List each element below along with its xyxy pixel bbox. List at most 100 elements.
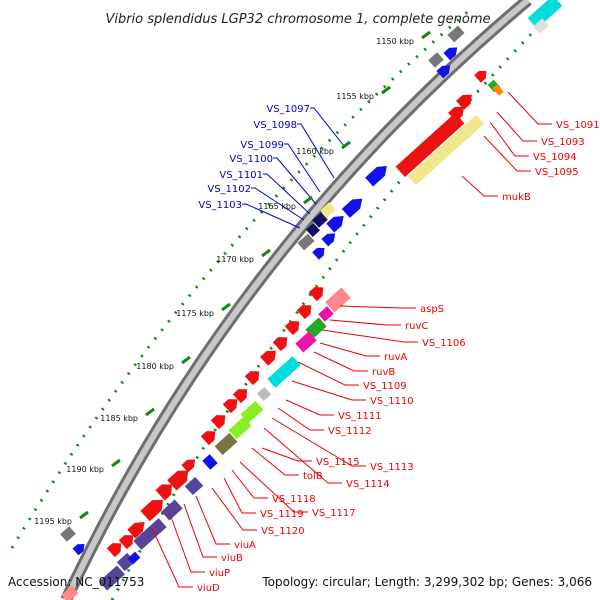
leader-line-red <box>489 121 529 157</box>
leader-line-red <box>195 495 230 545</box>
gene-arrow <box>222 399 238 414</box>
gene-arrow <box>244 371 260 386</box>
gene-label-red: VS_1114 <box>346 479 390 490</box>
gene-block <box>228 416 252 440</box>
leader-line-blue <box>263 173 311 215</box>
gene-label-red: VS_1119 <box>260 509 304 520</box>
gene-arrow <box>200 431 216 446</box>
gene-arrow <box>296 305 312 320</box>
gene-block <box>60 526 76 542</box>
kbp-tick-mark <box>181 355 191 365</box>
gene-label-blue: VS_1099 <box>240 140 284 151</box>
gene-label-red: VS_1117 <box>312 508 356 519</box>
leader-line-red <box>313 351 368 372</box>
leader-line-blue <box>242 203 301 229</box>
leader-line-red <box>297 361 359 386</box>
leader-line-red <box>251 447 299 476</box>
gene-block <box>312 212 328 228</box>
gene-arrow <box>181 459 196 473</box>
gene-label-red: viuA <box>234 540 256 551</box>
gene-block-mukb-neighbour <box>407 114 485 186</box>
leader-line-red <box>321 329 418 343</box>
gene-arrow <box>232 389 248 404</box>
gene-features <box>60 0 563 600</box>
kbp-tick-mark <box>341 140 351 150</box>
leader-line-red <box>211 487 257 531</box>
kbp-tick-labels: 1150 kbp 1155 kbp 1160 kbp 1165 kbp 1170 kbp… <box>34 30 431 526</box>
gene-label-red: aspS <box>420 304 444 315</box>
gene-label-blue: VS_1100 <box>229 154 273 165</box>
gene-arrow <box>474 70 487 83</box>
kbp-tick-label: 1165 kbp <box>258 202 296 211</box>
gene-label-blue: VS_1101 <box>219 170 263 181</box>
kbp-tick-label: 1185 kbp <box>100 414 138 423</box>
gene-block <box>267 356 301 388</box>
gene-label-red: VS_1111 <box>338 411 382 422</box>
gene-label-red: viuP <box>209 568 230 579</box>
leader-line-red <box>263 427 342 484</box>
leader-line-red <box>183 503 217 558</box>
kbp-tick-label: 1170 kbp <box>216 255 254 264</box>
gene-arrow <box>321 233 336 247</box>
kbp-tick-label: 1190 kbp <box>66 465 104 474</box>
leader-line-red <box>496 111 537 142</box>
gene-block-mukb <box>395 113 465 177</box>
gene-block <box>184 476 204 496</box>
gene-arrow <box>72 543 85 556</box>
gene-arrow <box>326 215 344 233</box>
gene-label-red: VS_1106 <box>422 338 466 349</box>
topology-text: Topology: circular; Length: 3,299,302 bp… <box>261 575 592 589</box>
gene-label-red: VS_1118 <box>272 494 316 505</box>
gene-label-red: VS_1110 <box>370 396 414 407</box>
kbp-tick-mark <box>111 458 121 468</box>
gene-label-red: ruvA <box>384 352 407 363</box>
gene-label-red: VS_1093 <box>541 137 585 148</box>
accession-text: Accession: NC_011753 <box>8 575 144 589</box>
kbp-tick-mark <box>261 248 271 258</box>
gene-label-blue: VS_1103 <box>198 200 242 211</box>
dotted-guides <box>10 2 562 600</box>
gene-label-red: VS_1115 <box>316 457 360 468</box>
gene-arrow <box>167 470 189 491</box>
gene-block <box>297 233 315 251</box>
gene-label-red: VS_1120 <box>261 526 305 537</box>
gene-label-red: tolB <box>303 471 323 482</box>
gene-label-red: VS_1112 <box>328 426 372 437</box>
leader-line-red <box>291 380 366 401</box>
gene-block <box>161 499 183 521</box>
leader-line-blue <box>284 143 321 193</box>
gene-label-blue: VS_1102 <box>207 184 251 195</box>
kbp-tick-label: 1150 kbp <box>376 37 414 46</box>
kbp-tick-label: 1155 kbp <box>336 92 374 101</box>
gene-block <box>295 331 317 353</box>
leader-line-blue <box>273 157 317 205</box>
leader-lines <box>151 91 552 588</box>
gene-arrow <box>272 337 288 352</box>
gene-arrow <box>155 484 172 501</box>
gene-arrow <box>365 165 387 187</box>
leader-line-red <box>285 399 334 416</box>
gene-block <box>202 454 218 470</box>
gene-label-red: VS_1109 <box>363 381 407 392</box>
leader-line-red <box>483 135 531 172</box>
gene-arrow <box>436 65 451 79</box>
gene-block <box>492 84 504 96</box>
leader-line-red <box>319 342 380 357</box>
gene-block <box>320 202 336 218</box>
gene-labels: VS_1091 VS_1093 VS_1094 VS_1095 mukB aspS ruvC… <box>197 104 600 594</box>
gene-block <box>325 287 351 313</box>
gene-arrow <box>312 247 325 260</box>
leader-line-red <box>261 447 312 462</box>
leader-line-red <box>277 407 324 431</box>
gene-arrow <box>456 94 472 110</box>
gene-block <box>447 25 465 43</box>
leader-line-red <box>339 305 416 309</box>
gene-block <box>428 52 444 68</box>
gene-label-blue: VS_1097 <box>266 104 310 115</box>
kbp-tick-mark <box>381 85 391 95</box>
gene-label-red: ruvC <box>405 321 428 332</box>
gene-block <box>305 317 327 339</box>
gene-label-red: VS_1091 <box>556 120 600 131</box>
gene-block <box>127 551 141 565</box>
